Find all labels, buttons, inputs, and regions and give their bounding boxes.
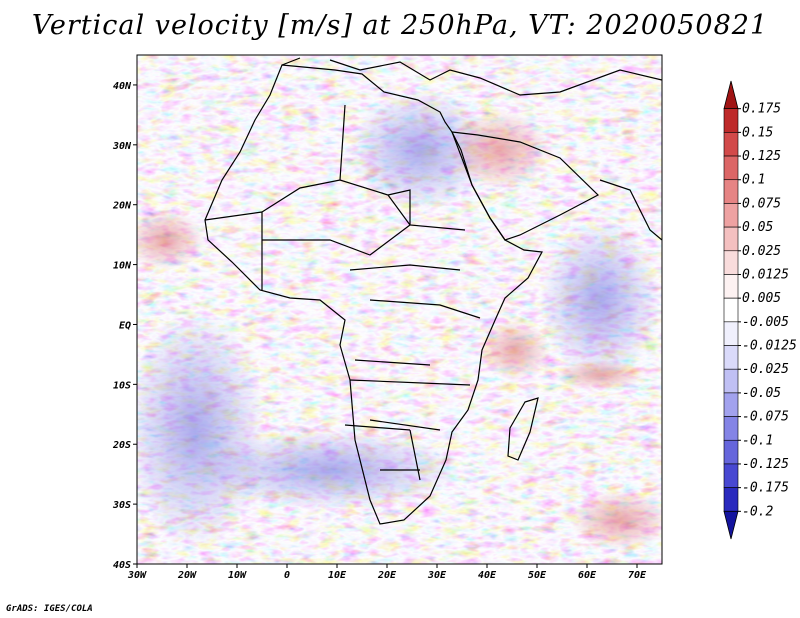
- colorbar-swatch: [723, 345, 739, 370]
- colorbar-label: 0.05: [742, 220, 773, 235]
- colorbar-label: 0.1: [742, 173, 765, 188]
- lon-tick-label: 70E: [628, 570, 647, 581]
- colorbar-label: -0.025: [742, 362, 789, 377]
- colorbar-swatch: [723, 226, 739, 252]
- lat-tick-label: 20S: [112, 440, 131, 451]
- lon-tick: 0: [284, 564, 290, 581]
- grads-credit: GrADS: IGES/COLA: [6, 604, 93, 614]
- lat-tick: 10S: [113, 380, 137, 391]
- lat-tick: 20S: [112, 440, 137, 451]
- lat-tick-label: 20N: [112, 201, 132, 212]
- lat-tick-label: 30S: [112, 500, 131, 511]
- lat-tick-label: 30N: [112, 141, 132, 152]
- lon-tick-label: 40E: [478, 570, 497, 581]
- colorbar-label: -0.1: [742, 433, 773, 448]
- colorbar-bottom-arrow: [723, 510, 739, 540]
- colorbar-swatch: [723, 392, 739, 417]
- colorbar-label: 0.125: [742, 149, 781, 164]
- lat-tick: 10N: [113, 261, 137, 272]
- lat-tick-label: 40S: [113, 560, 131, 571]
- lon-tick: 30E: [427, 564, 447, 581]
- lon-tick-label: 20E: [377, 570, 397, 581]
- coastlines: [204, 57, 662, 525]
- lon-tick: 10E: [328, 564, 347, 581]
- lon-tick-label: 60E: [578, 570, 597, 581]
- colorbar-label: 0.175: [742, 102, 781, 117]
- lon-tick: 60E: [578, 564, 597, 581]
- arabia-coastline: [451, 131, 600, 241]
- lon-tick: 40E: [478, 564, 497, 581]
- lat-tick: 40S: [113, 560, 137, 571]
- longitude-axis: 30W 20W 10W 0 10E 20E 30E 40E 50E 60E 70E: [127, 564, 647, 581]
- lon-tick: 50E: [528, 564, 547, 581]
- colorbar-swatch: [723, 274, 739, 299]
- madagascar-coastline: [507, 397, 539, 461]
- colorbar: 0.175 0.15 0.125 0.1 0.075 0.05 0.025 0.0125 0.0…: [723, 80, 797, 540]
- lon-tick: 20W: [177, 564, 197, 581]
- colorbar-label: 0.15: [742, 125, 773, 140]
- europe-coastline: [281, 57, 662, 96]
- lon-tick: 70E: [628, 564, 647, 581]
- plot-frame: [136, 54, 663, 565]
- colorbar-swatch: [723, 416, 739, 441]
- lon-tick-label: 0: [284, 570, 290, 581]
- colorbar-swatch: [723, 297, 739, 323]
- lat-tick: 30S: [112, 500, 137, 511]
- velocity-field: [137, 55, 662, 564]
- lon-tick-label: 10E: [328, 570, 347, 581]
- lon-tick: 10W: [228, 564, 247, 581]
- lat-tick: 20N: [112, 201, 137, 212]
- india-coastline: [599, 179, 662, 241]
- lat-tick: EQ: [119, 320, 137, 331]
- lat-tick-label: 10N: [113, 261, 132, 272]
- lat-tick-label: 10S: [113, 380, 131, 391]
- colorbar-label: 0.005: [742, 291, 781, 306]
- colorbar-swatch: [723, 463, 739, 488]
- latitude-axis: 40N 30N 20N 10N EQ 10S 20S 30S 40S: [112, 81, 137, 571]
- colorbar-label: -0.2: [742, 504, 773, 519]
- colorbar-swatch: [723, 155, 739, 181]
- colorbar-label: -0.05: [742, 386, 781, 401]
- lat-tick: 30N: [112, 141, 137, 152]
- colorbar-swatch: [723, 321, 739, 346]
- lon-tick: 30W: [127, 564, 147, 581]
- colorbar-label: -0.125: [742, 457, 789, 472]
- lon-tick-label: 30E: [427, 570, 447, 581]
- lat-tick: 40N: [113, 81, 137, 92]
- colorbar-swatch: [723, 250, 739, 275]
- lat-tick-label: 40N: [113, 81, 132, 92]
- lon-tick-label: 50E: [528, 570, 547, 581]
- africa-coastline: [204, 64, 543, 525]
- lon-tick: 20E: [377, 564, 397, 581]
- colorbar-swatch: [723, 203, 739, 228]
- colorbar-swatch: [723, 179, 739, 204]
- colorbar-label: 0.075: [742, 196, 781, 211]
- colorbar-label: -0.0125: [742, 339, 797, 354]
- colorbar-label: -0.175: [742, 481, 789, 496]
- lon-tick-label: 10W: [228, 570, 247, 581]
- colorbar-label: 0.0125: [742, 267, 789, 282]
- lon-tick-label: 20W: [177, 570, 197, 581]
- colorbar-top-arrow: [723, 80, 739, 110]
- internal-borders: [204, 104, 481, 481]
- colorbar-label: 0.025: [742, 244, 781, 259]
- colorbar-swatch: [723, 132, 739, 157]
- colorbar-swatch: [723, 439, 739, 465]
- colorbar-label: -0.075: [742, 410, 789, 425]
- colorbar-label: -0.005: [742, 315, 789, 330]
- colorbar-swatch: [723, 108, 739, 133]
- map-title: Vertical velocity [m/s] at 250hPa, VT: 2…: [31, 10, 769, 41]
- lat-tick-label: EQ: [119, 320, 131, 331]
- lon-tick-label: 30W: [127, 570, 147, 581]
- colorbar-swatch: [723, 368, 739, 394]
- colorbar-swatch: [723, 487, 739, 512]
